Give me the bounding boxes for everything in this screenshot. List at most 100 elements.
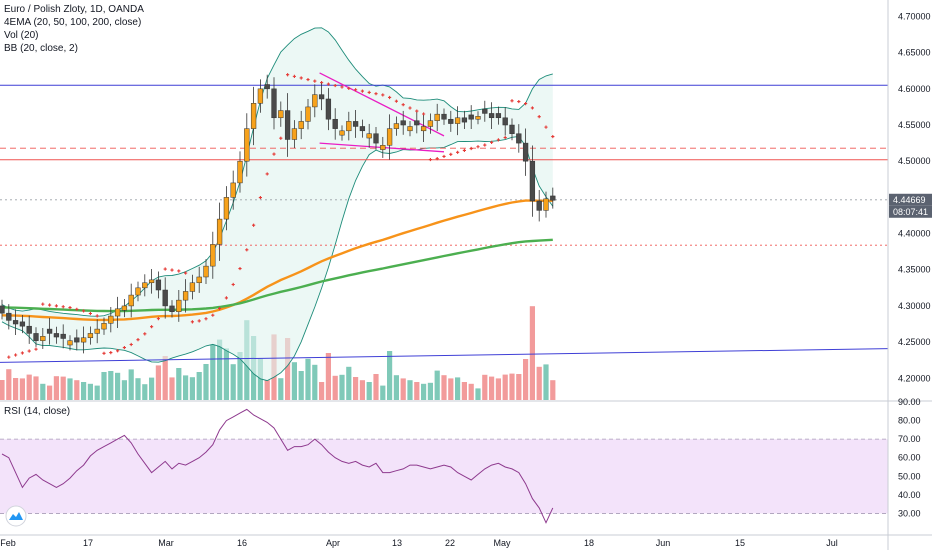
- parabolic-sar-dot: [292, 74, 296, 78]
- parabolic-sar-dot: [476, 145, 480, 149]
- candle-body: [366, 133, 372, 139]
- volume-bar: [87, 383, 93, 400]
- candle-body: [114, 308, 121, 317]
- bollinger-fill: [2, 27, 553, 381]
- parabolic-sar-dot: [177, 269, 181, 273]
- volume-bar: [19, 378, 25, 400]
- parabolic-sar-dot: [483, 143, 487, 147]
- parabolic-sar-dot: [415, 109, 419, 113]
- candle-body: [210, 244, 216, 267]
- volume-bar: [414, 382, 420, 400]
- volume-bar: [319, 382, 325, 400]
- candle-body: [543, 198, 549, 211]
- volume-bar: [189, 377, 195, 400]
- volume-bar: [448, 378, 454, 400]
- candle-body: [203, 265, 209, 278]
- candle-body: [427, 120, 434, 127]
- volume-bar: [210, 344, 216, 400]
- parabolic-sar-dot: [61, 305, 65, 309]
- volume-bar: [291, 362, 297, 400]
- candle-body: [298, 121, 304, 129]
- parabolic-sar-dot: [75, 307, 79, 311]
- candle-body: [230, 182, 236, 198]
- volume-bar: [461, 382, 467, 400]
- candle-body: [19, 321, 26, 327]
- volume-bar: [33, 376, 39, 400]
- volume-bar: [285, 338, 291, 400]
- volume-bar: [176, 368, 182, 400]
- parabolic-sar-dot: [551, 134, 555, 139]
- candle-body: [373, 133, 379, 144]
- candle-body: [468, 114, 474, 120]
- volume-bar: [332, 375, 338, 400]
- time-tick-label: 17: [83, 538, 93, 548]
- parabolic-sar-dot: [218, 306, 222, 311]
- candle-body: [250, 103, 257, 129]
- volume-bar: [536, 366, 542, 400]
- parabolic-sar-dot: [530, 106, 534, 110]
- volume-bar: [6, 369, 12, 400]
- parabolic-sar-dot: [197, 319, 201, 323]
- volume-bar: [94, 385, 100, 400]
- volume-bar: [121, 380, 127, 400]
- rsi-tick-label: 40.00: [898, 490, 921, 500]
- parabolic-sar-dot: [408, 106, 412, 110]
- time-tick-label: May: [493, 538, 511, 548]
- candle-body: [244, 128, 250, 162]
- candle-body: [53, 333, 60, 338]
- parabolic-sar-dot: [20, 351, 24, 355]
- parabolic-sar-dot: [490, 140, 494, 144]
- parabolic-sar-dot: [503, 135, 507, 140]
- candle-body: [182, 291, 189, 301]
- volume-bar: [550, 380, 556, 400]
- candle-body: [434, 113, 440, 121]
- volume-bar: [475, 388, 481, 400]
- parabolic-sar-dot: [190, 320, 194, 324]
- candle-body: [420, 126, 427, 132]
- volume-bar: [53, 376, 59, 400]
- candle-body: [454, 117, 461, 124]
- parabolic-sar-dot: [435, 157, 439, 161]
- parabolic-sar-dot: [245, 248, 249, 252]
- candle-body: [6, 312, 12, 321]
- candle-body: [407, 126, 413, 132]
- volume-bar: [312, 364, 318, 400]
- volume-bar: [60, 376, 66, 400]
- volume-bar: [26, 374, 32, 400]
- volume-bar: [489, 376, 495, 400]
- rsi-line: [1, 408, 554, 524]
- candle-body: [128, 294, 134, 307]
- parabolic-sar-dot: [374, 92, 378, 96]
- parabolic-sar-dot: [136, 338, 140, 342]
- volume-bar: [346, 366, 352, 400]
- volume-bar: [434, 370, 440, 400]
- time-tick-label: Apr: [326, 538, 340, 548]
- candle-body: [162, 289, 168, 307]
- volume-bar: [101, 372, 107, 400]
- parabolic-sar-dot: [442, 154, 446, 159]
- price-tick-label: 4.20000: [898, 373, 931, 383]
- parabolic-sar-dot: [449, 152, 453, 156]
- volume-bar: [149, 377, 155, 400]
- parabolic-sar-dot: [279, 136, 283, 140]
- parabolic-sar-dot: [347, 86, 351, 90]
- candle-body: [339, 130, 345, 136]
- candle-body: [448, 118, 454, 124]
- candle-body: [12, 320, 19, 325]
- volume-bar: [40, 383, 46, 400]
- parabolic-sar-dot: [469, 146, 473, 151]
- volume-bar: [278, 378, 284, 400]
- candle-body: [196, 276, 202, 284]
- candle-body: [393, 123, 400, 129]
- parabolic-sar-dot: [129, 342, 133, 347]
- volume-bar: [407, 380, 413, 400]
- price-tick-label: 4.60000: [898, 84, 931, 94]
- candle-body: [33, 333, 39, 341]
- candle-body: [87, 333, 94, 339]
- parabolic-sar-dot: [7, 355, 11, 359]
- parabolic-sar-dot: [143, 332, 147, 336]
- candle-body: [108, 315, 114, 324]
- parabolic-sar-dot: [394, 99, 398, 103]
- parabolic-sar-dot: [109, 351, 113, 355]
